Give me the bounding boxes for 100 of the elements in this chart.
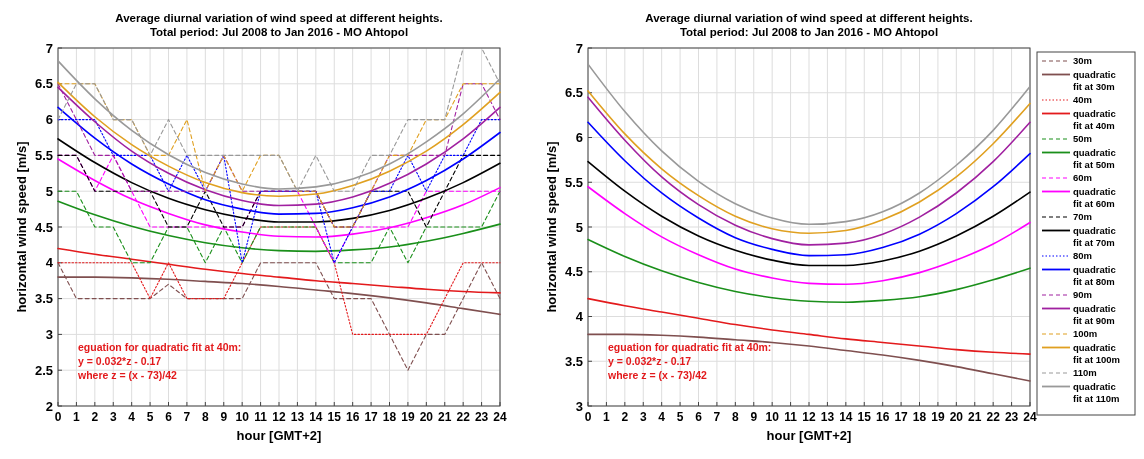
x-tick-label: 0 [584, 410, 592, 424]
x-tick-label: 1 [603, 410, 611, 424]
x-tick-label: 6 [695, 410, 703, 424]
x-tick-label: 16 [875, 410, 890, 424]
x-tick-label: 7 [183, 410, 191, 424]
y-tick-label: 6 [45, 112, 53, 128]
chart-subtitle: Total period: Jul 2008 to Jan 2016 - MO Ahtopol [679, 26, 939, 38]
x-tick-label: 9 [750, 410, 758, 424]
y-tick-label: 3.5 [34, 291, 53, 307]
y-tick-label: 4 [45, 255, 54, 271]
x-tick-label: 23 [474, 410, 489, 424]
chart-title: Average diurnal variation of wind speed at different heights. [645, 12, 973, 24]
x-tick-label: 4 [128, 410, 136, 424]
x-tick-label: 0 [54, 410, 62, 424]
x-tick-label: 14 [839, 410, 853, 424]
y-tick-label: 5.5 [564, 174, 583, 190]
y-tick-label: 5 [45, 183, 53, 199]
y-tick-label: 7 [575, 40, 583, 56]
x-tick-label: 13 [820, 410, 835, 424]
x-tick-label: 12 [272, 410, 286, 424]
legend-label: quadratic fit at 60m [1073, 185, 1116, 209]
x-tick-label: 8 [731, 410, 739, 424]
legend-label: quadratic fit at 100m [1073, 341, 1120, 365]
x-tick-label: 3 [639, 410, 647, 424]
x-tick-label: 22 [456, 410, 471, 424]
y-tick-label: 2 [45, 398, 53, 414]
legend-label: quadratic fit at 30m [1073, 68, 1116, 92]
x-tick-label: 10 [765, 410, 780, 424]
x-tick-label: 16 [345, 410, 360, 424]
legend-label: quadratic fit at 110m [1073, 380, 1120, 404]
x-tick-label: 6 [165, 410, 173, 424]
x-tick-label: 18 [382, 410, 397, 424]
x-tick-label: 1 [73, 410, 81, 424]
x-tick-label: 22 [986, 410, 1001, 424]
y-tick-label: 3 [45, 326, 53, 342]
x-tick-label: 2 [91, 410, 99, 424]
x-tick-label: 17 [894, 410, 909, 424]
line-series [57, 226, 501, 335]
annotation: where z = (x - 73)/42 [607, 369, 708, 381]
y-tick-label: 3 [575, 398, 583, 414]
line-series [587, 121, 1031, 257]
annotation: y = 0.032*z - 0.17 [78, 355, 162, 367]
y-tick-label: 2.5 [34, 362, 53, 378]
legend-label: quadratic fit at 70m [1073, 224, 1116, 248]
x-tick-label: 7 [713, 410, 721, 424]
line-series [587, 297, 1031, 355]
x-tick-label: 17 [364, 410, 379, 424]
line-series [587, 333, 1031, 382]
y-tick-label: 7 [45, 40, 53, 56]
x-tick-label: 2 [621, 410, 629, 424]
y-tick-label: 3.5 [564, 353, 583, 369]
legend-label: 100m [1073, 328, 1098, 339]
annotation: where z = (x - 73)/42 [77, 369, 178, 381]
y-tick-label: 6.5 [34, 76, 53, 92]
y-tick-label: 4.5 [564, 264, 583, 280]
legend-label: 60m [1073, 172, 1093, 183]
x-tick-label: 21 [968, 410, 982, 424]
x-tick-label: 19 [401, 410, 415, 424]
x-tick-label: 3 [109, 410, 117, 424]
y-tick-label: 5.5 [34, 147, 53, 163]
legend-label: 90m [1073, 289, 1093, 300]
x-tick-label: 9 [220, 410, 228, 424]
x-tick-label: 23 [1004, 410, 1019, 424]
x-tick-label: 11 [784, 410, 798, 424]
x-tick-label: 24 [493, 410, 507, 424]
x-tick-label: 14 [309, 410, 323, 424]
x-tick-label: 15 [327, 410, 342, 424]
annotation: eguation for quadratic fit at 40m: [78, 341, 242, 353]
annotation: eguation for quadratic fit at 40m: [608, 341, 772, 353]
legend-label: 30m [1073, 55, 1093, 66]
legend-label: 70m [1073, 211, 1093, 222]
y-axis-title: horizontal wind speed [m/s] [544, 141, 559, 313]
line-series [587, 160, 1031, 267]
legend-label: quadratic fit at 80m [1073, 263, 1116, 287]
y-axis-title: horizontal wind speed [m/s] [14, 141, 29, 313]
line-series [587, 63, 1031, 226]
x-tick-label: 10 [235, 410, 250, 424]
x-tick-label: 19 [931, 410, 945, 424]
y-tick-label: 6.5 [564, 85, 583, 101]
x-tick-label: 4 [658, 410, 666, 424]
line-series [587, 238, 1031, 303]
line-series [57, 262, 501, 371]
x-tick-label: 5 [676, 410, 684, 424]
x-tick-label: 8 [201, 410, 209, 424]
x-axis-title: hour [GMT+2] [236, 428, 322, 443]
y-tick-label: 4 [575, 309, 584, 324]
x-tick-label: 11 [254, 410, 268, 424]
legend-label: 50m [1073, 133, 1093, 144]
chart-subtitle: Total period: Jul 2008 to Jan 2016 - MO Ahtopol [149, 26, 409, 38]
x-tick-label: 12 [802, 410, 816, 424]
x-tick-label: 18 [912, 410, 927, 424]
legend-label: quadratic fit at 50m [1073, 146, 1116, 170]
legend-label: 40m [1073, 94, 1093, 105]
x-tick-label: 24 [1023, 410, 1037, 424]
x-tick-label: 21 [438, 410, 452, 424]
chart-title: Average diurnal variation of wind speed at different heights. [115, 12, 443, 24]
x-tick-label: 13 [290, 410, 305, 424]
legend-label: 110m [1073, 367, 1097, 378]
y-tick-label: 5 [575, 219, 583, 235]
annotation: y = 0.032*z - 0.17 [608, 355, 692, 367]
